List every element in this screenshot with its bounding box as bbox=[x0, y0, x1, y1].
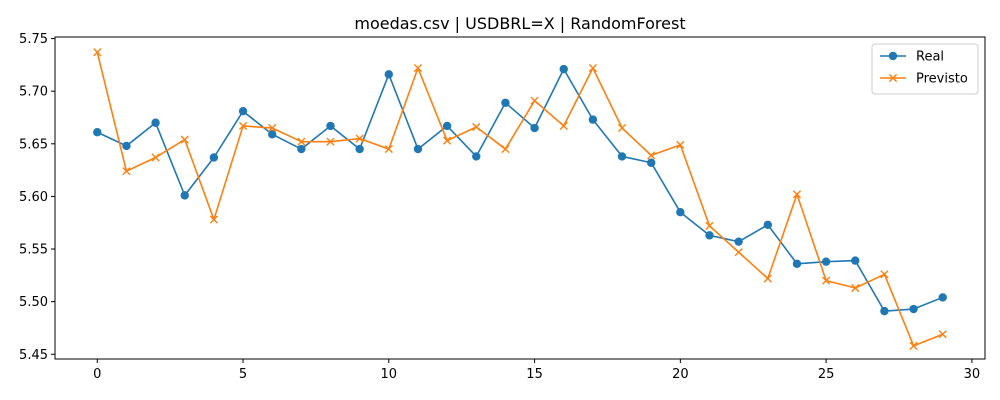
data-point bbox=[821, 257, 831, 266]
data-point bbox=[122, 141, 131, 151]
data-point bbox=[851, 256, 860, 265]
series-real bbox=[93, 64, 947, 316]
legend-marker bbox=[888, 51, 898, 61]
data-point bbox=[617, 123, 627, 133]
data-point bbox=[559, 64, 568, 74]
series-line bbox=[96, 68, 944, 312]
axis-layer: 0 5 10 15 20 25 30 5.45 5.50 5.55 5.60 5.65 5.70 5.75 bbox=[19, 32, 980, 382]
data-point bbox=[209, 153, 219, 162]
x-tick-label: 30 bbox=[964, 367, 981, 382]
y-tick-label: 5.75 bbox=[19, 32, 48, 47]
data-point bbox=[267, 130, 277, 139]
data-point bbox=[909, 341, 918, 350]
data-point bbox=[122, 167, 131, 176]
data-point bbox=[676, 208, 685, 217]
y-tick-label: 5.45 bbox=[19, 348, 48, 363]
data-point bbox=[442, 121, 452, 131]
legend-label: Real bbox=[916, 50, 944, 65]
series-line bbox=[96, 52, 944, 347]
data-point bbox=[647, 151, 656, 160]
data-point bbox=[792, 259, 802, 268]
data-point bbox=[705, 231, 714, 240]
data-point bbox=[530, 96, 539, 105]
data-point bbox=[297, 137, 306, 146]
chart-title: moedas.csv | USDBRL=X | RandomForest bbox=[354, 14, 685, 33]
data-point bbox=[93, 48, 102, 57]
data-point bbox=[238, 121, 248, 131]
data-point bbox=[705, 221, 714, 230]
x-tick-label: 10 bbox=[381, 367, 398, 382]
data-point bbox=[851, 283, 860, 293]
data-point bbox=[501, 98, 510, 107]
data-point bbox=[792, 190, 802, 199]
series-layer bbox=[93, 48, 947, 350]
data-point bbox=[297, 144, 306, 154]
legend-label: Previsto bbox=[916, 72, 968, 87]
data-point bbox=[326, 137, 335, 146]
y-tick-label: 5.50 bbox=[19, 295, 48, 310]
data-point bbox=[880, 270, 889, 279]
data-point bbox=[472, 152, 481, 161]
data-point bbox=[151, 153, 160, 162]
y-tick-label: 5.60 bbox=[19, 190, 48, 205]
data-point bbox=[734, 248, 743, 257]
x-tick-label: 5 bbox=[239, 367, 247, 382]
data-point bbox=[588, 63, 597, 73]
data-point bbox=[588, 115, 598, 124]
x-tick-label: 25 bbox=[818, 367, 835, 382]
data-point bbox=[238, 106, 248, 116]
data-point bbox=[413, 63, 423, 73]
data-point bbox=[209, 215, 218, 224]
legend-item: Previsto bbox=[880, 72, 968, 87]
data-point bbox=[443, 136, 452, 145]
y-tick-label: 5.70 bbox=[19, 85, 48, 100]
data-point bbox=[355, 134, 364, 143]
data-point bbox=[180, 191, 189, 200]
x-tick-label: 20 bbox=[672, 367, 689, 382]
data-point bbox=[384, 144, 393, 154]
y-tick-label: 5.65 bbox=[19, 137, 48, 152]
y-tick-label: 5.55 bbox=[19, 243, 48, 258]
data-point bbox=[822, 276, 831, 285]
x-tick-label: 15 bbox=[526, 367, 543, 382]
data-point bbox=[472, 122, 481, 132]
data-point bbox=[763, 274, 772, 283]
data-point bbox=[530, 123, 539, 133]
data-point bbox=[938, 293, 947, 302]
data-point bbox=[763, 220, 773, 230]
data-point bbox=[938, 330, 947, 339]
plot-frame bbox=[54, 36, 986, 360]
data-point bbox=[617, 152, 627, 161]
x-tick-label: 0 bbox=[93, 367, 101, 382]
data-point bbox=[151, 118, 160, 127]
data-point bbox=[180, 135, 189, 144]
data-point bbox=[413, 144, 423, 154]
legend-item: Real bbox=[880, 50, 944, 65]
data-point bbox=[326, 121, 335, 131]
series-previsto bbox=[93, 48, 947, 350]
data-point bbox=[909, 304, 918, 314]
data-point bbox=[676, 140, 685, 149]
data-point bbox=[384, 70, 394, 79]
data-point bbox=[501, 144, 510, 154]
data-point bbox=[880, 306, 889, 316]
data-point bbox=[734, 237, 743, 246]
legend-marker bbox=[888, 73, 898, 83]
data-point bbox=[355, 144, 364, 154]
data-point bbox=[268, 123, 277, 133]
data-point bbox=[93, 128, 102, 137]
data-point bbox=[559, 121, 568, 131]
data-point bbox=[646, 158, 656, 167]
legend: Real Previsto bbox=[871, 43, 979, 95]
